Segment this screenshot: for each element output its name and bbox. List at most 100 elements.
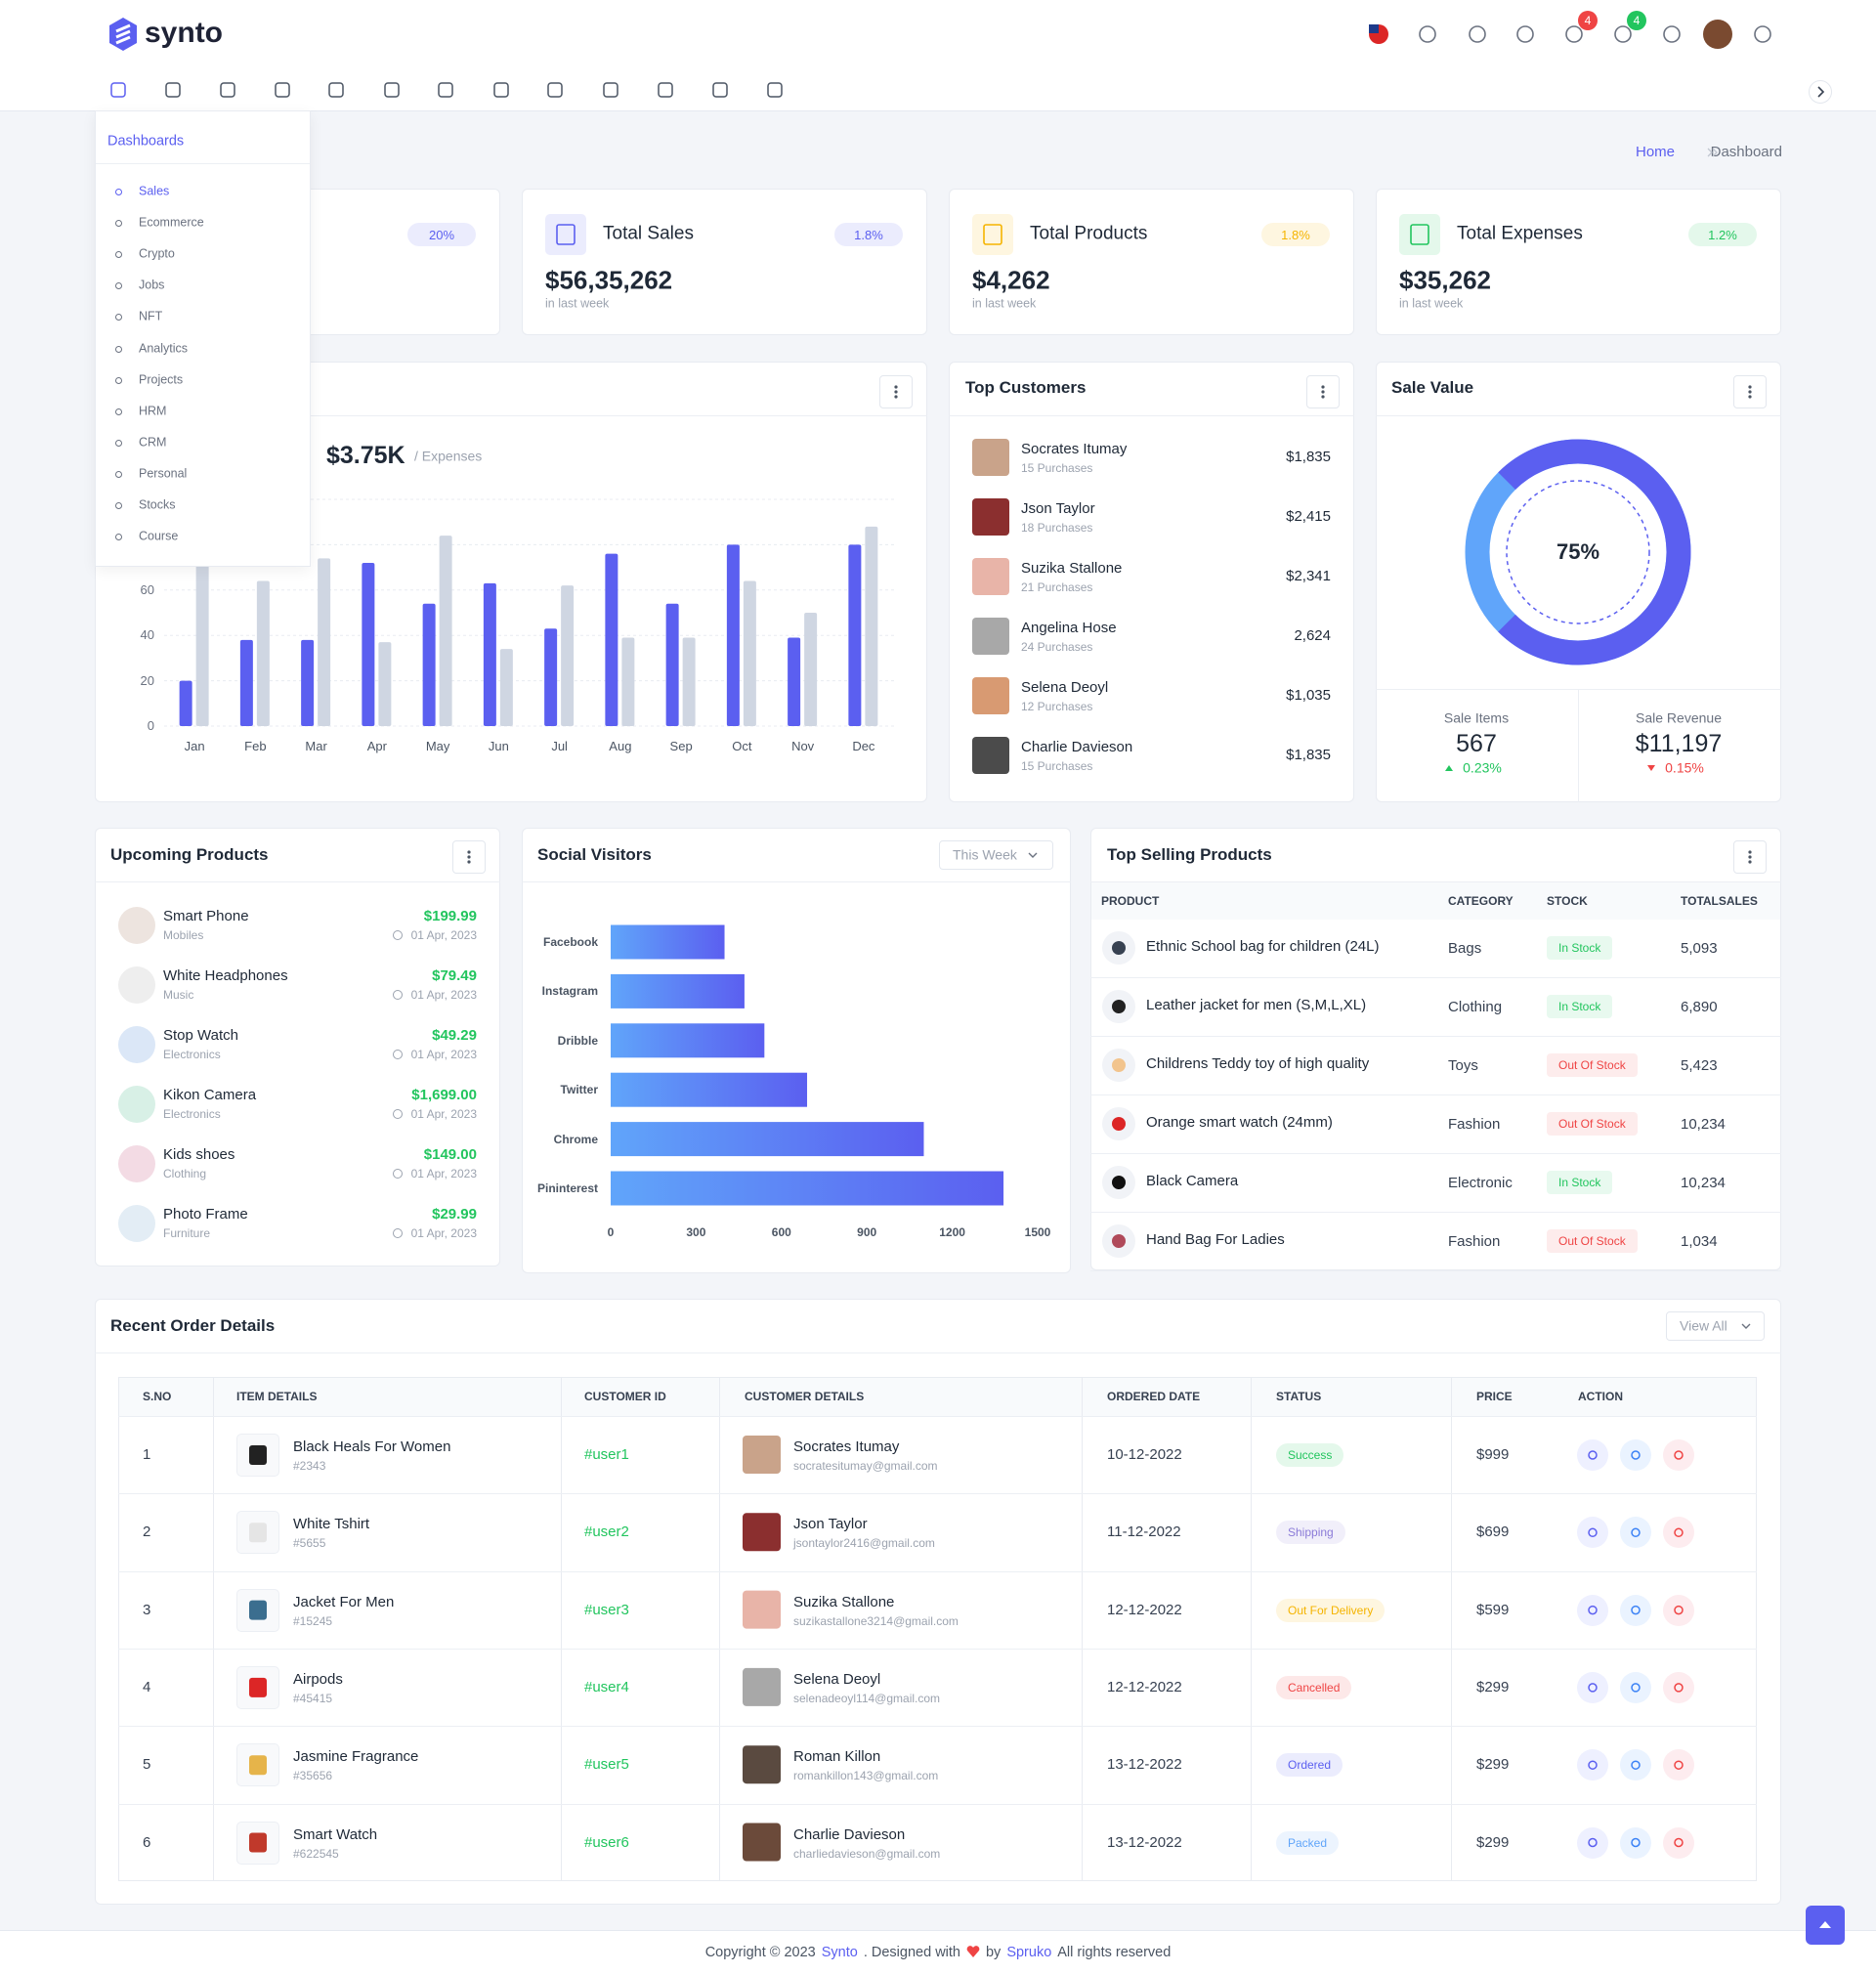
action-button[interactable] xyxy=(1620,1439,1651,1471)
action-button[interactable] xyxy=(1577,1439,1608,1471)
column-border xyxy=(561,1377,562,1881)
action-button[interactable] xyxy=(1663,1439,1694,1471)
more-button[interactable] xyxy=(1733,375,1767,408)
more-button[interactable] xyxy=(879,375,913,408)
product-price: $199.99 xyxy=(423,908,477,924)
more-button[interactable] xyxy=(1733,840,1767,874)
action-button[interactable] xyxy=(1663,1671,1694,1703)
order-sno: 5 xyxy=(143,1756,151,1774)
nav-next[interactable] xyxy=(1809,80,1832,104)
y-tick-label: Twitter xyxy=(560,1082,598,1096)
action-button[interactable] xyxy=(1620,1749,1651,1781)
menu-item[interactable]: Personal xyxy=(139,466,188,481)
item-id: #2343 xyxy=(293,1458,326,1473)
nav-item[interactable] xyxy=(159,76,187,104)
column-header: ITEM DETAILS xyxy=(236,1389,318,1403)
stat-value: $56,35,262 xyxy=(545,265,673,295)
more-button[interactable] xyxy=(1306,375,1340,408)
more-button[interactable] xyxy=(452,840,486,874)
nav-item[interactable] xyxy=(706,76,734,104)
nav-item[interactable] xyxy=(597,76,624,104)
action-button[interactable] xyxy=(1620,1826,1651,1859)
item-image xyxy=(236,1434,279,1477)
nav-item[interactable] xyxy=(432,76,459,104)
action-button[interactable] xyxy=(1620,1594,1651,1626)
action-button[interactable] xyxy=(1577,1594,1608,1626)
menu-item[interactable]: Sales xyxy=(139,184,170,198)
divider xyxy=(118,1570,1757,1572)
customer-email: selenadeoyl114@gmail.com xyxy=(793,1691,941,1705)
scroll-top-button[interactable] xyxy=(1806,1906,1845,1945)
order-date: 13-12-2022 xyxy=(1107,1833,1182,1851)
filter-dropdown[interactable]: This Week xyxy=(939,840,1053,870)
nav-item[interactable] xyxy=(761,76,789,104)
count-badge: 4 xyxy=(1578,11,1598,30)
divider xyxy=(1376,415,1781,416)
x-tick-label: Apr xyxy=(366,739,387,754)
item-name: Black Heals For Women xyxy=(293,1438,451,1455)
nav-item[interactable] xyxy=(378,76,405,104)
product-name: Smart Phone xyxy=(163,908,249,924)
menu-item[interactable]: Crypto xyxy=(139,246,175,261)
nav-item[interactable] xyxy=(214,76,241,104)
product-total: 10,234 xyxy=(1681,1175,1726,1191)
breadcrumb-link[interactable]: Home xyxy=(1635,144,1675,160)
customer-purchases: 18 Purchases xyxy=(1021,520,1093,535)
y-tick-label: 60 xyxy=(140,582,154,597)
menu-item[interactable]: Analytics xyxy=(139,341,189,355)
order-price: $299 xyxy=(1476,1678,1510,1695)
divider xyxy=(95,1352,1781,1353)
view-all-button[interactable]: View All xyxy=(1666,1311,1765,1341)
action-button[interactable] xyxy=(1577,1826,1608,1859)
x-tick-label: May xyxy=(425,739,450,754)
customer-purchases: 24 Purchases xyxy=(1021,639,1093,654)
menu-item[interactable]: Projects xyxy=(139,372,184,387)
x-tick-label: Sep xyxy=(669,739,693,754)
action-button[interactable] xyxy=(1577,1749,1608,1781)
customer-amount: $1,835 xyxy=(1286,747,1331,763)
menu-item[interactable]: HRM xyxy=(139,404,167,418)
footer-part[interactable]: Synto xyxy=(821,1945,858,1960)
product-category: Clothing xyxy=(1448,999,1503,1015)
menu-bullet xyxy=(115,439,122,447)
x-tick-label: Dec xyxy=(852,739,875,754)
nav-item[interactable] xyxy=(652,76,679,104)
nav-item[interactable] xyxy=(488,76,515,104)
action-button[interactable] xyxy=(1577,1671,1608,1703)
customer-purchases: 21 Purchases xyxy=(1021,579,1093,594)
nav-item[interactable] xyxy=(322,76,350,104)
menu-item[interactable]: NFT xyxy=(139,309,163,323)
card-title: Sale Value xyxy=(1391,377,1474,397)
product-name: Kikon Camera xyxy=(163,1087,257,1103)
sale-stat-label: Sale Revenue xyxy=(1636,709,1722,726)
action-button[interactable] xyxy=(1620,1671,1651,1703)
heart xyxy=(966,1946,980,1957)
customer-email: suzikastallone3214@gmail.com xyxy=(793,1613,959,1628)
column-header: ORDERED DATE xyxy=(1107,1389,1201,1403)
product-total: 5,093 xyxy=(1681,940,1718,957)
menu-item[interactable]: CRM xyxy=(139,435,167,450)
action-button[interactable] xyxy=(1663,1826,1694,1859)
menu-item[interactable]: Ecommerce xyxy=(139,215,204,230)
action-button[interactable] xyxy=(1663,1749,1694,1781)
item-id: #15245 xyxy=(293,1613,333,1628)
dropdown-title: Dashboards xyxy=(107,133,185,150)
nav-item[interactable] xyxy=(541,76,569,104)
product-price: $149.00 xyxy=(423,1146,477,1163)
x-tick-label: 0 xyxy=(607,1224,615,1239)
x-tick-label: 300 xyxy=(686,1224,706,1239)
brand: synto xyxy=(145,17,224,49)
menu-item[interactable]: Course xyxy=(139,529,179,543)
stat-badge: 1.8% xyxy=(834,223,903,246)
action-button[interactable] xyxy=(1663,1594,1694,1626)
product-date: 01 Apr, 2023 xyxy=(410,987,477,1002)
x-tick-label: Jun xyxy=(488,739,509,754)
divider xyxy=(118,1803,1757,1805)
nav-item[interactable] xyxy=(269,76,296,104)
footer-part[interactable]: Spruko xyxy=(1006,1945,1052,1960)
menu-item[interactable]: Jobs xyxy=(139,278,165,292)
nav-item[interactable] xyxy=(105,76,132,104)
menu-item[interactable]: Stocks xyxy=(139,497,176,512)
menu-bullet xyxy=(115,345,122,353)
menu-bullet xyxy=(115,220,122,228)
